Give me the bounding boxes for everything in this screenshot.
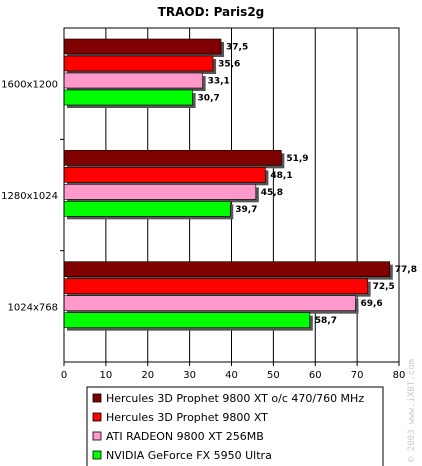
plot-frame	[63, 27, 400, 363]
x-tick-label: 40	[225, 370, 238, 381]
data-label: 37,5	[226, 43, 248, 53]
data-label: 39,7	[235, 205, 257, 215]
category-label: 1024x768	[8, 302, 58, 313]
x-tick-label: 50	[267, 370, 280, 381]
x-tick-label: 80	[393, 370, 406, 381]
bar	[63, 89, 193, 106]
bar	[63, 261, 391, 277]
data-label: 77,8	[395, 265, 417, 275]
x-tick-label: 0	[61, 370, 67, 381]
legend: Hercules 3D Prophet 9800 XT o/c 470/760 …	[86, 386, 384, 466]
x-tick-label: 60	[309, 370, 322, 381]
data-label: 48,1	[270, 171, 292, 181]
data-label: 35,6	[218, 60, 240, 70]
data-label: 72,5	[373, 282, 395, 292]
legend-label: Hercules 3D Prophet 9800 XT	[106, 411, 268, 424]
axes: 0 10 20 30 40 50 60 70 80 1600x1200 1280x1024 1024x…	[1, 27, 406, 381]
x-tick-label: 20	[141, 370, 154, 381]
bar	[63, 55, 214, 72]
watermark: © 2003 www.iXBT.com	[407, 359, 417, 462]
bar	[63, 38, 222, 55]
legend-label: NVIDIA GeForce FX 5950 Ultra	[106, 449, 272, 462]
x-tick-label: 70	[351, 370, 364, 381]
bar	[63, 150, 282, 166]
legend-box	[86, 386, 384, 466]
x-tick-label: 30	[183, 370, 196, 381]
legend-swatch	[92, 393, 102, 403]
data-label: 58,7	[315, 316, 337, 326]
legend-label: Hercules 3D Prophet 9800 XT o/c 470/760 …	[106, 392, 364, 405]
chart-title: TRAOD: Paris2g	[158, 5, 265, 19]
legend-label: ATI RADEON 9800 XT 256MB	[106, 430, 264, 443]
bar	[63, 184, 257, 200]
bar	[63, 167, 266, 183]
data-label: 51,9	[286, 154, 308, 164]
bar	[63, 278, 368, 294]
bar	[63, 295, 356, 311]
bar	[63, 201, 231, 217]
data-label: 45,8	[261, 188, 283, 198]
legend-swatch	[92, 450, 102, 460]
legend-swatch	[92, 412, 102, 422]
data-label: 30,7	[198, 94, 220, 104]
bar	[63, 72, 203, 89]
data-label: 69,6	[360, 299, 382, 309]
x-tick-label: 10	[100, 370, 113, 381]
category-label: 1600x1200	[1, 80, 58, 91]
category-label: 1280x1024	[1, 191, 58, 202]
bar	[63, 312, 311, 328]
data-label: 33,1	[208, 77, 230, 87]
legend-swatch	[92, 431, 102, 441]
bars	[63, 38, 393, 331]
data-labels: 37,5 35,6 33,1 30,7 51,9 48,1 45,8 39,7 77,872,5…	[198, 43, 417, 327]
